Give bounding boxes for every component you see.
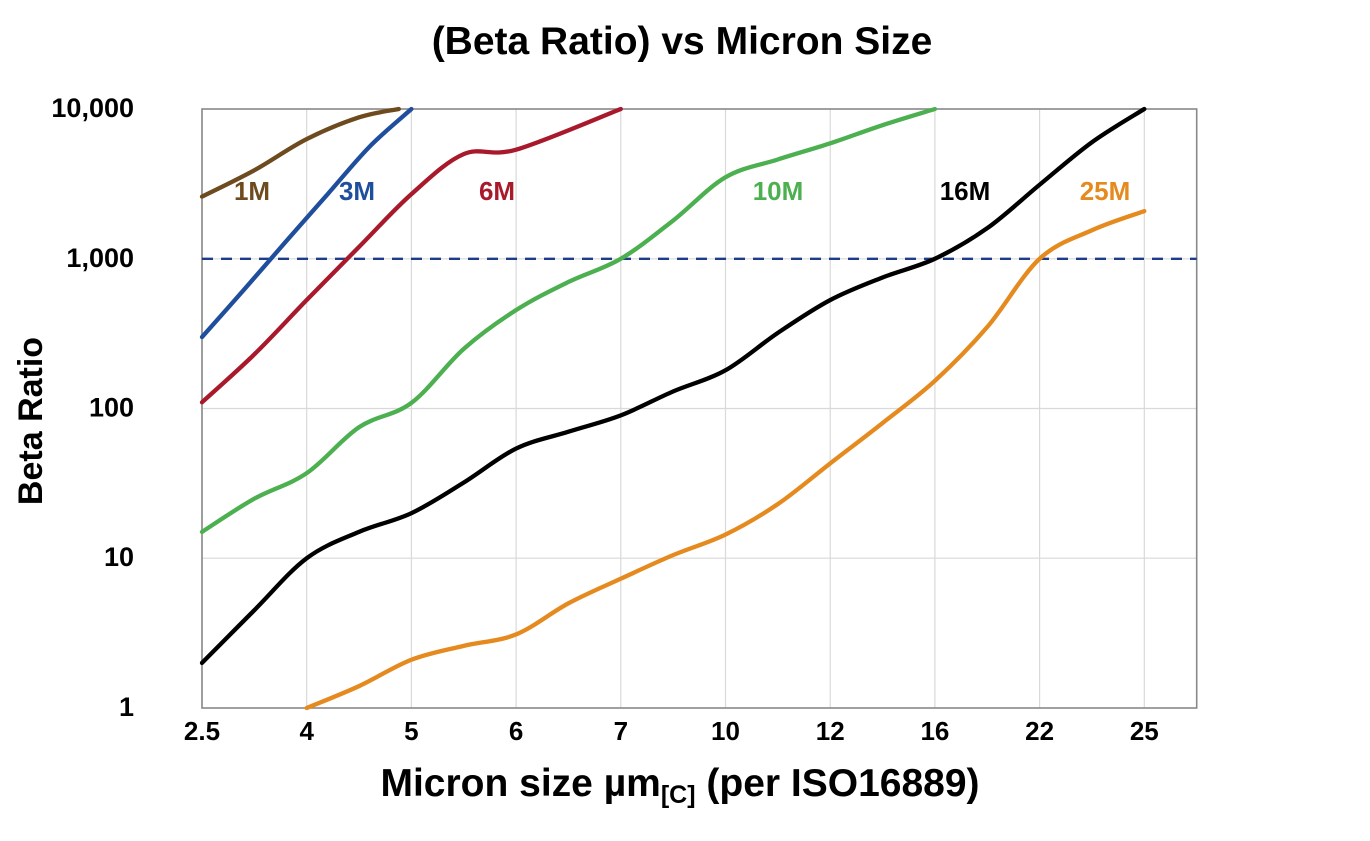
svg-text:16M: 16M <box>940 176 991 206</box>
svg-text:5: 5 <box>404 716 418 746</box>
svg-text:(Beta Ratio) vs Micron Size: (Beta Ratio) vs Micron Size <box>432 20 933 63</box>
svg-text:16: 16 <box>920 716 949 746</box>
svg-text:1M: 1M <box>234 176 270 206</box>
svg-text:10,000: 10,000 <box>51 93 134 123</box>
svg-text:100: 100 <box>89 393 134 423</box>
svg-text:6M: 6M <box>479 176 515 206</box>
svg-text:1: 1 <box>119 692 134 722</box>
svg-text:22: 22 <box>1025 716 1054 746</box>
svg-text:Beta Ratio: Beta Ratio <box>12 337 50 505</box>
svg-text:10: 10 <box>104 542 134 572</box>
svg-text:10: 10 <box>711 716 740 746</box>
svg-text:25: 25 <box>1130 716 1159 746</box>
svg-text:2.5: 2.5 <box>184 716 220 746</box>
svg-text:7: 7 <box>614 716 628 746</box>
svg-text:4: 4 <box>299 716 314 746</box>
svg-text:6: 6 <box>509 716 523 746</box>
svg-text:1,000: 1,000 <box>66 243 134 273</box>
svg-text:25M: 25M <box>1080 176 1131 206</box>
svg-text:12: 12 <box>816 716 845 746</box>
svg-text:10M: 10M <box>753 176 804 206</box>
svg-text:3M: 3M <box>339 176 375 206</box>
